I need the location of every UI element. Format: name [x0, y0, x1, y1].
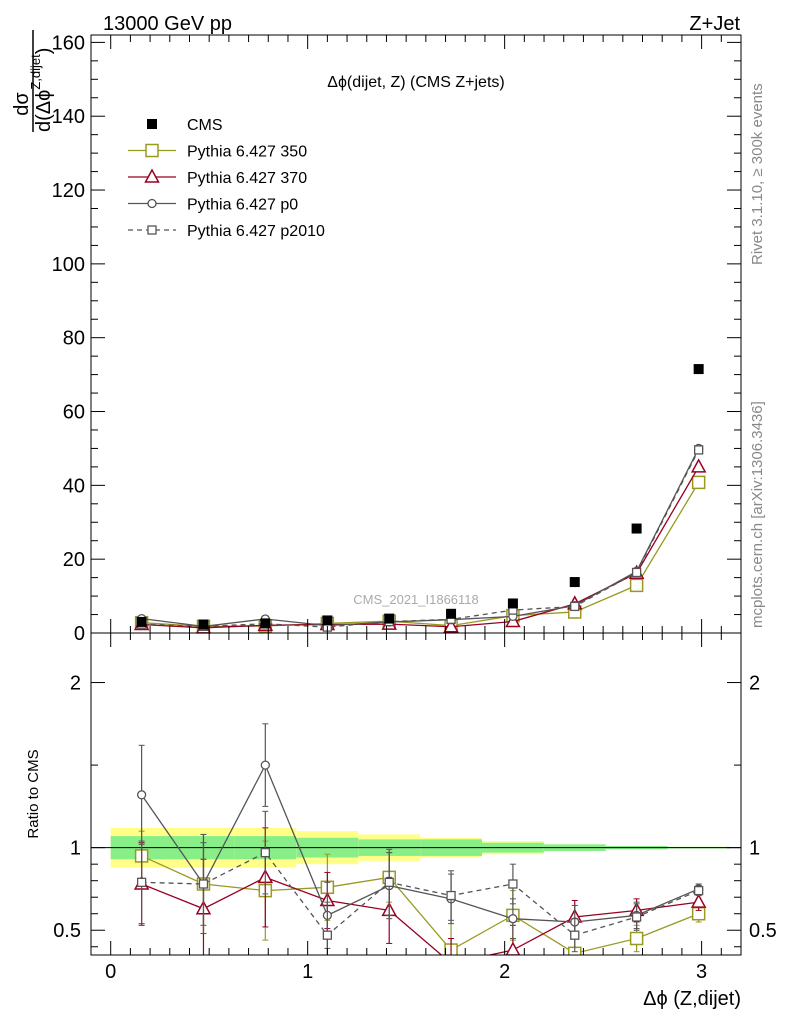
ratio-y-tick-label-right: 1: [749, 838, 760, 860]
legend-label: CMS: [187, 117, 223, 134]
data-point: [691, 475, 706, 490]
y-tick-label: 60: [63, 402, 85, 424]
ratio-y-tick-label-right: 2: [749, 673, 760, 695]
ratio-series-4: [136, 810, 704, 955]
y-tick-label: 160: [52, 32, 85, 54]
ratio-point: [508, 914, 518, 924]
y-tick-label: 140: [52, 106, 85, 128]
data-point: [693, 364, 704, 375]
data-point: [631, 567, 642, 578]
ratio-y-tick-label: 0.5: [53, 920, 81, 942]
watermark-label: CMS_2021_I1866118: [353, 592, 479, 607]
y-tick-label: 20: [63, 549, 85, 571]
main-panel: 0 20 40 60 80 100 120 140 160 Δϕ(dijet, Z) (CMS …: [11, 30, 742, 645]
ratio-point: [136, 790, 147, 800]
y-tick-label: 80: [63, 328, 85, 350]
data-point: [198, 619, 209, 630]
legend-marker: [144, 168, 160, 183]
ratio-point: [631, 912, 642, 922]
legend-entry: Pythia 6.427 p0: [128, 197, 298, 214]
ratio-point: [446, 890, 456, 901]
mcplots-label: mcplots.cern.ch [arXiv:1306.3436]: [749, 401, 766, 628]
ratio-point: [198, 879, 209, 889]
ratio-point: [450, 954, 452, 955]
series-line: [141, 449, 700, 628]
ratio-series-group: [133, 723, 707, 955]
ratio-line: [141, 876, 699, 955]
energy-label: 13000 GeV pp: [103, 13, 232, 35]
ratio-point: [690, 893, 707, 908]
data-point: [569, 577, 580, 588]
y-tick-label: 0: [74, 623, 85, 645]
legend-marker: [147, 119, 157, 129]
data-point: [322, 615, 333, 626]
x-tick-label: 1: [302, 961, 313, 983]
x-tick-label: 3: [696, 961, 707, 983]
legend-label: Pythia 6.427 p0: [187, 197, 298, 214]
data-point: [446, 608, 457, 619]
ratio-y-tick-label-right: 0.5: [749, 920, 777, 942]
legend-marker: [145, 143, 159, 158]
legend-entry: CMS: [147, 117, 223, 134]
ratio-point: [136, 877, 147, 887]
ratio-point: [260, 760, 270, 770]
x-tick-label: 0: [105, 961, 116, 983]
ratio-point: [570, 930, 580, 940]
data-point: [260, 618, 271, 629]
legend-entry: Pythia 6.427 370: [128, 168, 307, 187]
data-point: [690, 458, 707, 473]
data-point: [443, 618, 459, 633]
data-point: [631, 523, 642, 534]
legend-entry: Pythia 6.427 p2010: [128, 223, 325, 240]
data-point: [629, 578, 644, 593]
ratio-y-tick-label: 1: [70, 838, 81, 860]
ratio-point: [260, 847, 270, 858]
ratio-point: [384, 877, 394, 887]
data-point: [694, 445, 704, 455]
legend: CMS Pythia 6.427 350 Pythia 6.427 370 Pythi…: [128, 117, 325, 240]
legend-entry: Pythia 6.427 350: [128, 144, 307, 161]
x-axis-label: Δϕ (Z,dijet): [643, 988, 741, 1010]
rivet-label: Rivet 3.1.10, ≥ 300k events: [749, 83, 766, 265]
y-label-denominator: d(ΔϕZ,dijet): [28, 48, 55, 132]
y-tick-label: 120: [52, 180, 85, 202]
legend-label: Pythia 6.427 p2010: [187, 223, 325, 240]
series-0: [136, 364, 704, 630]
y-tick-label: 100: [52, 254, 85, 276]
ratio-point: [508, 879, 518, 889]
legend-label: Pythia 6.427 370: [187, 170, 307, 187]
x-tick-label: 2: [499, 961, 510, 983]
ratio-y-label: Ratio to CMS: [25, 749, 42, 838]
data-point: [384, 613, 395, 624]
main-y-label: dσ d(ΔϕZ,dijet): [11, 30, 55, 132]
ratio-line: [141, 763, 699, 923]
main-title: Δϕ(dijet, Z) (CMS Z+jets): [327, 74, 504, 91]
data-point: [570, 601, 580, 612]
y-tick-label: 40: [63, 475, 85, 497]
legend-label: Pythia 6.427 350: [187, 144, 307, 161]
legend-marker: [147, 225, 157, 235]
ratio-panel: 0.5 0.5 1 1 2 2 0 1 2 3 Ratio to CMS Δϕ (Z,dijet): [25, 632, 777, 1010]
series-line: [141, 448, 700, 628]
data-point: [136, 616, 147, 627]
ratio-point: [505, 941, 521, 955]
ratio-frame: [90, 632, 742, 956]
ratio-point: [694, 885, 704, 896]
y-label-numerator: dσ: [11, 92, 33, 116]
series-1: [134, 475, 706, 634]
ratio-point: [322, 930, 333, 940]
ratio-y-tick-label: 2: [70, 673, 81, 695]
ratio-line: [141, 855, 699, 955]
legend-marker: [147, 198, 157, 209]
ratio-point: [629, 931, 644, 946]
process-label: Z+Jet: [689, 13, 740, 35]
data-point: [507, 598, 518, 609]
